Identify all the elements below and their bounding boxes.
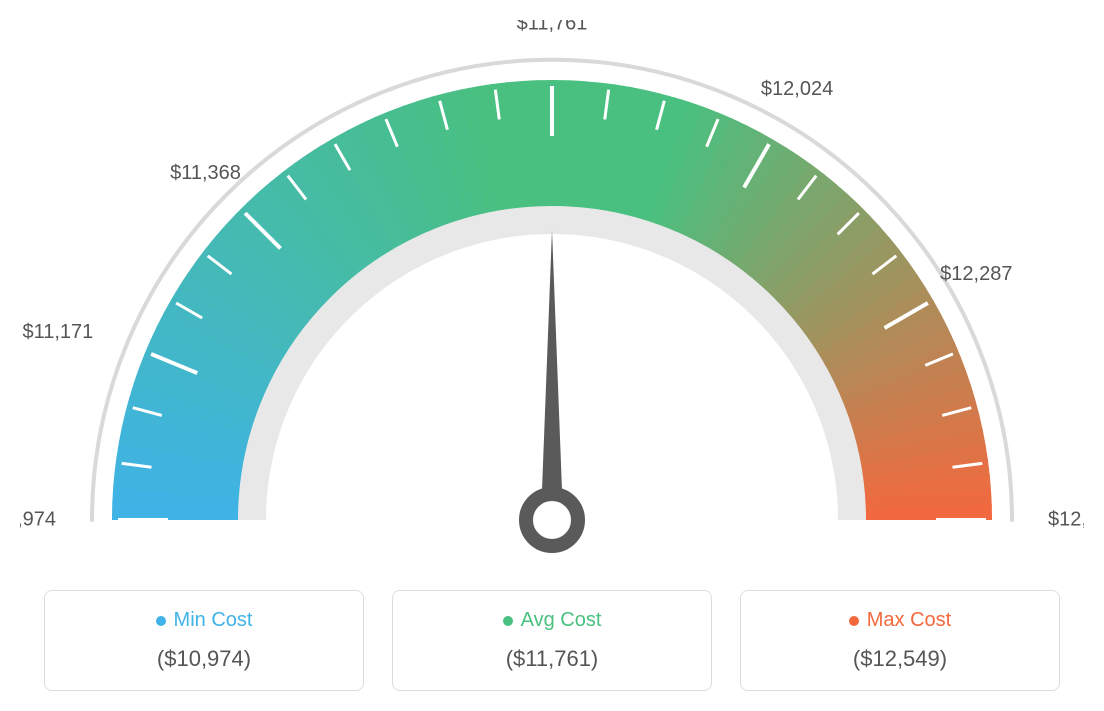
svg-text:$10,974: $10,974	[20, 508, 56, 530]
legend-label-max: Max Cost	[849, 609, 951, 632]
legend-label-avg: Avg Cost	[503, 609, 602, 632]
legend-card-avg: Avg Cost ($11,761)	[392, 590, 712, 691]
legend-value-min: ($10,974)	[55, 646, 353, 672]
legend-label-text: Min Cost	[174, 609, 253, 632]
legend-label-min: Min Cost	[156, 609, 253, 632]
svg-text:$11,171: $11,171	[22, 321, 93, 343]
svg-text:$12,549: $12,549	[1048, 508, 1084, 530]
gauge-svg: $10,974 $11,171 $11,368 $11,761 $12,024 $12,2…	[20, 20, 1084, 570]
svg-text:$11,761: $11,761	[517, 20, 588, 34]
legend-card-min: Min Cost ($10,974)	[44, 590, 364, 691]
gauge-chart: $10,974 $11,171 $11,368 $11,761 $12,024 $12,2…	[20, 20, 1084, 570]
svg-text:$12,024: $12,024	[761, 78, 833, 100]
legend-card-max: Max Cost ($12,549)	[740, 590, 1060, 691]
legend-label-text: Avg Cost	[521, 609, 602, 632]
svg-text:$11,368: $11,368	[170, 162, 241, 184]
legend-value-max: ($12,549)	[751, 646, 1049, 672]
dot-icon	[503, 616, 513, 626]
dot-icon	[156, 616, 166, 626]
svg-text:$12,287: $12,287	[940, 263, 1012, 285]
legend-value-avg: ($11,761)	[403, 646, 701, 672]
legend-row: Min Cost ($10,974) Avg Cost ($11,761) Ma…	[20, 590, 1084, 691]
dot-icon	[849, 616, 859, 626]
legend-label-text: Max Cost	[867, 609, 951, 632]
